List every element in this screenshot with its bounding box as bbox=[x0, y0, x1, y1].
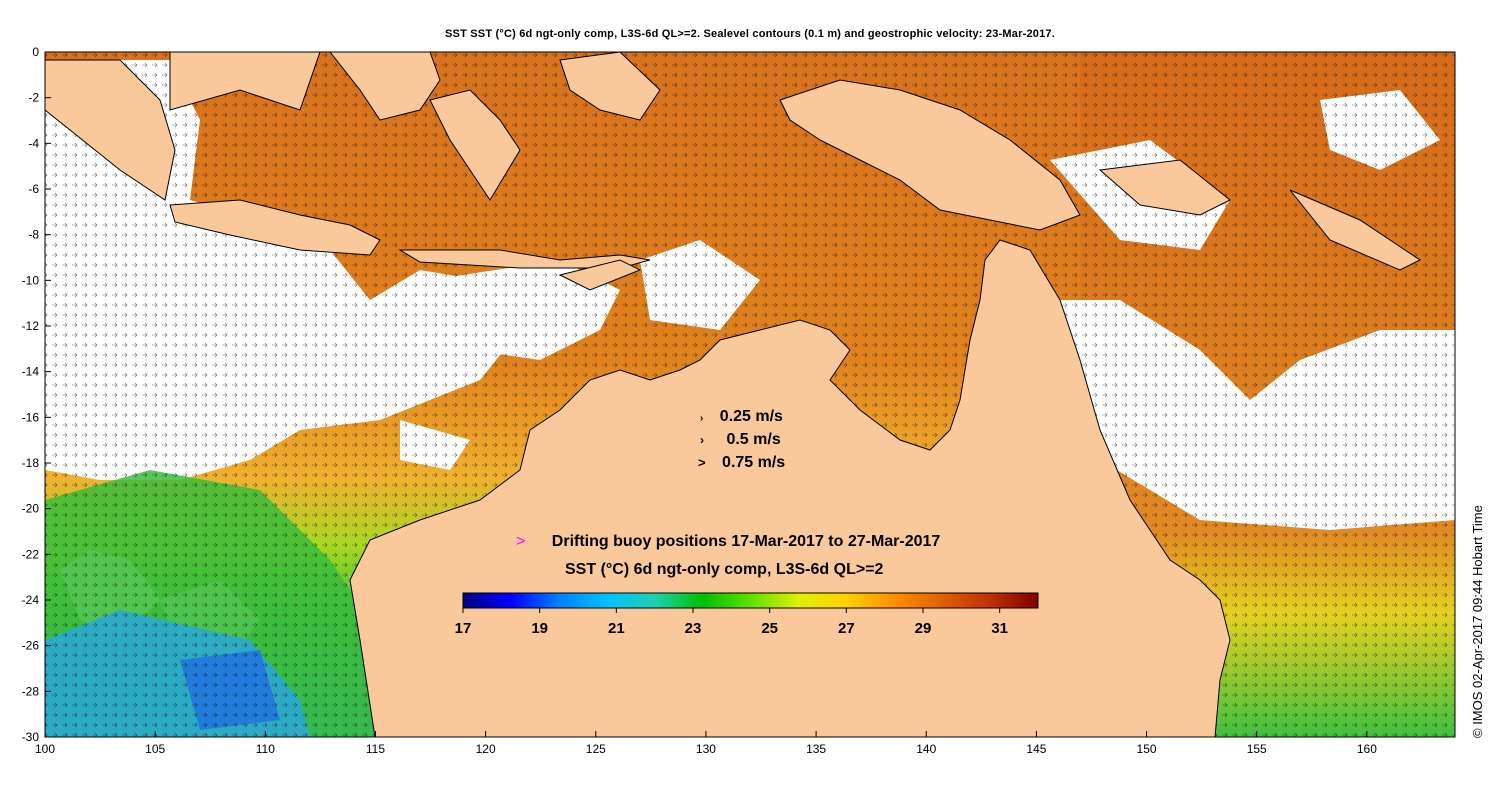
moluccas bbox=[559, 52, 661, 121]
australia bbox=[349, 239, 1231, 737]
buoy-symbol-icon: > bbox=[516, 533, 526, 550]
y-tick-label: -20 bbox=[22, 502, 40, 516]
x-tick-label: 155 bbox=[1247, 742, 1267, 756]
y-tick-label: -24 bbox=[22, 593, 40, 607]
y-tick-label: 0 bbox=[32, 45, 39, 59]
buoy-legend: > Drifting buoy positions 17-Mar-2017 to… bbox=[516, 533, 940, 551]
solomon-islands bbox=[1289, 189, 1421, 271]
y-tick-label: -4 bbox=[28, 136, 39, 150]
x-tick-label: 135 bbox=[806, 742, 826, 756]
colorbar-tick-label: 25 bbox=[761, 620, 778, 637]
x-tick-label: 140 bbox=[916, 742, 936, 756]
y-tick-label: -2 bbox=[28, 91, 39, 105]
colorbar-title: SST (°C) 6d ngt-only comp, L3S-6d QL>=2 bbox=[565, 561, 884, 578]
borneo-west bbox=[169, 52, 321, 111]
colorbar-tick-label: 19 bbox=[531, 620, 548, 637]
x-tick-label: 145 bbox=[1026, 742, 1046, 756]
y-axis: 0 -2 -4 -6 -8 -10 -12 -14 -16 -18 -20 -22 -24 -26 -28 -… bbox=[22, 45, 51, 744]
x-tick-label: 115 bbox=[366, 742, 385, 756]
y-tick-label: -18 bbox=[22, 456, 40, 470]
x-axis: 100 105 110 115 120 125 130 135 140 145 150 155 160 bbox=[35, 731, 1377, 756]
colorbar-tick-label: 23 bbox=[684, 620, 702, 637]
buoy-legend-label: Drifting buoy positions 17-Mar-2017 to 2… bbox=[551, 533, 941, 550]
y-tick-label: -30 bbox=[22, 730, 40, 744]
y-tick-label: -6 bbox=[28, 182, 39, 196]
map-title: SST SST (°C) 6d ngt-only comp, L3S-6d QL… bbox=[445, 28, 1055, 40]
x-tick-label: 125 bbox=[586, 742, 606, 756]
timor bbox=[558, 259, 642, 291]
y-tick-label: -28 bbox=[22, 684, 40, 698]
x-tick-label: 120 bbox=[476, 742, 496, 756]
y-tick-label: -8 bbox=[28, 228, 39, 242]
sumatra bbox=[45, 59, 176, 201]
y-tick-label: -14 bbox=[22, 365, 40, 379]
y-tick-label: -26 bbox=[22, 639, 40, 653]
colorbar-tick-label: 31 bbox=[991, 620, 1008, 637]
velocity-label-025: 0.25 m/s bbox=[719, 408, 783, 425]
borneo bbox=[329, 52, 441, 121]
velocity-arrow-large: > bbox=[698, 455, 706, 470]
new-britain bbox=[1098, 159, 1231, 216]
colorbar-tick-label: 21 bbox=[607, 620, 625, 637]
sulawesi bbox=[429, 89, 521, 201]
colorbar bbox=[462, 592, 1039, 609]
x-tick-label: 150 bbox=[1137, 742, 1157, 756]
credit-text: © IMOS 02-Apr-2017 09:44 Hobart Time bbox=[1470, 505, 1485, 738]
x-tick-label: 130 bbox=[696, 742, 716, 756]
y-tick-label: -12 bbox=[22, 319, 40, 333]
plot-frame bbox=[44, 51, 1456, 738]
y-tick-label: -16 bbox=[22, 410, 40, 424]
land bbox=[45, 52, 1421, 737]
x-tick-label: 110 bbox=[256, 742, 275, 756]
velocity-label-075: 0.75 m/s bbox=[722, 454, 786, 471]
x-tick-label: 160 bbox=[1357, 742, 1377, 756]
lesser-sunda bbox=[398, 249, 651, 269]
velocity-label-05: 0.5 m/s bbox=[726, 431, 781, 448]
colorbar-ticks bbox=[462, 608, 1001, 613]
colorbar-tick-label: 29 bbox=[914, 620, 932, 637]
java bbox=[169, 199, 381, 256]
velocity-arrow-small: › bbox=[700, 413, 704, 424]
x-tick-label: 105 bbox=[145, 742, 165, 756]
y-tick-label: -22 bbox=[22, 547, 40, 561]
new-guinea bbox=[779, 79, 1081, 231]
x-tick-label: 100 bbox=[35, 742, 55, 756]
colorbar-tick-label: 27 bbox=[837, 620, 855, 637]
colorbar-tick-label: 17 bbox=[454, 620, 472, 637]
velocity-arrow-medium: › bbox=[700, 433, 704, 447]
y-tick-label: -10 bbox=[22, 273, 40, 287]
